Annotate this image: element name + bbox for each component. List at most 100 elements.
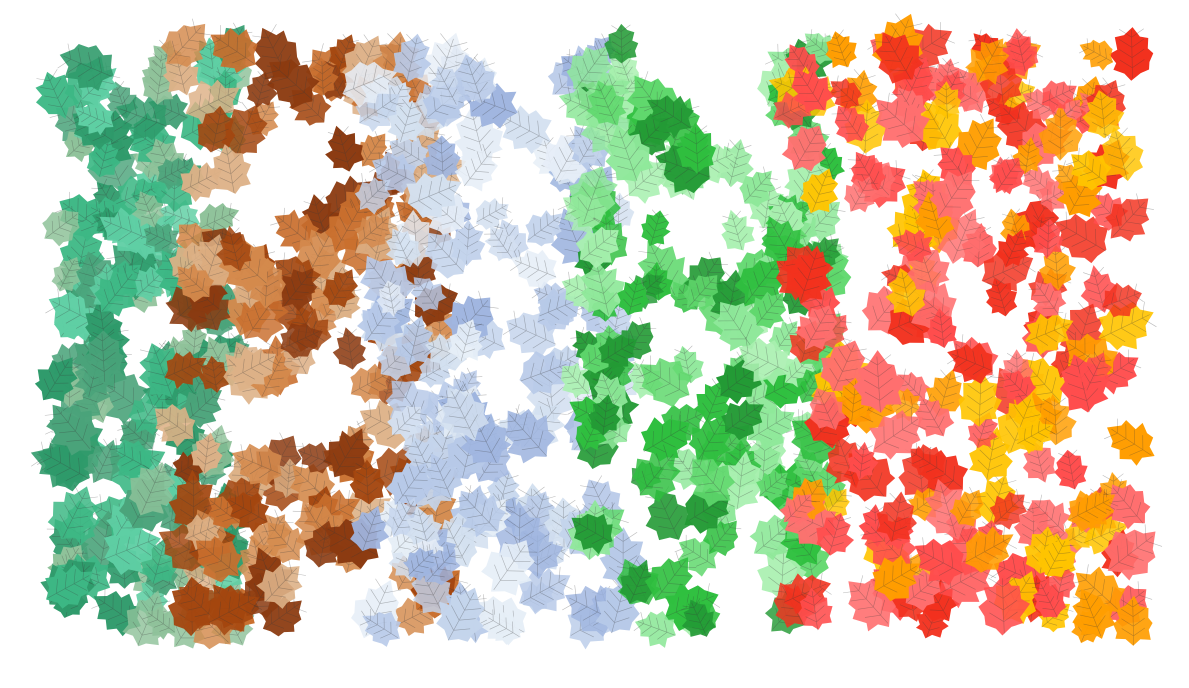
leaf-brown xyxy=(184,514,225,551)
leaf-brown xyxy=(280,321,325,359)
leaf-brown xyxy=(276,264,321,312)
leaf-veins xyxy=(683,125,710,174)
leaf-warm xyxy=(1024,312,1076,356)
leaf-brown xyxy=(172,261,215,303)
leaf-shape xyxy=(1054,213,1108,264)
leaf-shape xyxy=(387,100,426,144)
leaf-veins xyxy=(224,490,268,523)
leaf-warm xyxy=(989,154,1027,195)
leaf-veins xyxy=(89,331,117,382)
leaf-shape xyxy=(406,173,462,219)
leaf-shape xyxy=(372,151,417,194)
leaf-veins xyxy=(482,609,520,638)
leaf-pale-blue xyxy=(359,608,402,647)
leaf-shape xyxy=(641,210,671,247)
leaf-warm xyxy=(1104,524,1163,581)
leaf-veins xyxy=(149,401,193,438)
leaf-warm xyxy=(1099,127,1144,182)
leaf-veins xyxy=(102,265,143,312)
leaf-pale-blue xyxy=(420,226,472,279)
leaf-veins xyxy=(1100,301,1157,343)
leaf-veins xyxy=(493,536,538,590)
leaf-shape xyxy=(454,54,497,104)
leaf-veins xyxy=(1026,494,1065,533)
leaf-veins xyxy=(1052,160,1081,193)
leaf-veins xyxy=(643,414,694,453)
leaf-shape xyxy=(580,260,625,318)
leaf-shape xyxy=(568,166,618,224)
leaf-veins xyxy=(626,559,657,603)
leaf-shape xyxy=(783,573,832,615)
leaf-shape xyxy=(406,505,443,551)
leaf-shape xyxy=(834,105,870,143)
leaf-warm xyxy=(1036,535,1075,578)
leaf-green xyxy=(557,360,593,399)
leaf-shape xyxy=(357,301,401,345)
leaf-shape xyxy=(931,81,962,119)
leaf-shape xyxy=(1036,538,1074,578)
leaf-veins xyxy=(105,525,163,565)
leaf-pale-blue xyxy=(350,505,390,552)
leaf-shape xyxy=(297,442,332,474)
leaf-veins xyxy=(1103,127,1136,180)
leaf-shape xyxy=(207,588,260,636)
leaf-veins xyxy=(804,302,839,348)
leaf-shape xyxy=(713,302,765,352)
leaf-warm xyxy=(1113,595,1153,646)
leaf-pale-blue xyxy=(484,223,519,262)
leaf-veins xyxy=(965,526,1017,565)
leaf-shape xyxy=(634,610,676,648)
leaf-shape xyxy=(792,447,825,484)
leaf-shape xyxy=(681,599,716,637)
leaf-pale-blue xyxy=(385,458,434,507)
leaf-pale-blue xyxy=(510,249,557,289)
leaf-shape xyxy=(38,442,93,492)
leaf-shape xyxy=(83,439,122,483)
leaf-warm xyxy=(1052,211,1108,264)
leaf-green xyxy=(605,124,654,182)
leaf-veins xyxy=(263,54,314,101)
leaf-warm xyxy=(780,489,817,526)
leaf-shape xyxy=(195,536,243,583)
leaf-shape xyxy=(1072,589,1116,639)
leaf-pale-blue xyxy=(498,404,556,464)
leaf-veins xyxy=(646,209,669,245)
leaf-veins xyxy=(1103,283,1144,311)
leaf-shape xyxy=(892,229,933,263)
leaf-pale-blue xyxy=(443,290,499,346)
leaf-veins xyxy=(711,297,753,348)
leaf-shape xyxy=(869,410,924,460)
leaf-veins xyxy=(785,489,817,522)
leaf-veins xyxy=(454,53,488,104)
leaf-veins xyxy=(1006,30,1032,72)
leaf-pale-blue xyxy=(475,197,512,230)
leaf-veins xyxy=(196,434,219,473)
leaf-shape xyxy=(128,462,176,516)
leaf-warm xyxy=(965,35,1011,85)
leaf-veins xyxy=(270,207,313,246)
leaf-warm xyxy=(913,393,955,437)
leaf-shape xyxy=(1082,90,1125,139)
leaf-shape xyxy=(34,357,78,402)
leaves-layer xyxy=(30,13,1163,650)
leaf-shape xyxy=(820,340,866,392)
leaf-veins xyxy=(408,172,463,210)
leaf-green xyxy=(711,297,765,352)
leaf-green xyxy=(676,122,717,174)
leaf-teal-green xyxy=(83,438,123,483)
leaf-veins xyxy=(359,88,403,124)
leaf-veins xyxy=(800,29,834,60)
leaf-veins xyxy=(759,467,792,496)
leaf-teal-green xyxy=(36,441,93,492)
leaf-shape xyxy=(688,414,732,463)
leaf-veins xyxy=(862,354,894,413)
leaf-veins xyxy=(1018,138,1039,174)
leaf-veins xyxy=(988,576,1018,634)
leaf-brown xyxy=(185,79,242,128)
leaf-veins xyxy=(1112,193,1154,237)
leaf-veins xyxy=(957,486,986,525)
leaf-shape xyxy=(402,547,438,581)
leaf-veins xyxy=(913,393,945,435)
leaf-shape xyxy=(799,168,839,214)
leaf-veins xyxy=(1072,588,1106,637)
